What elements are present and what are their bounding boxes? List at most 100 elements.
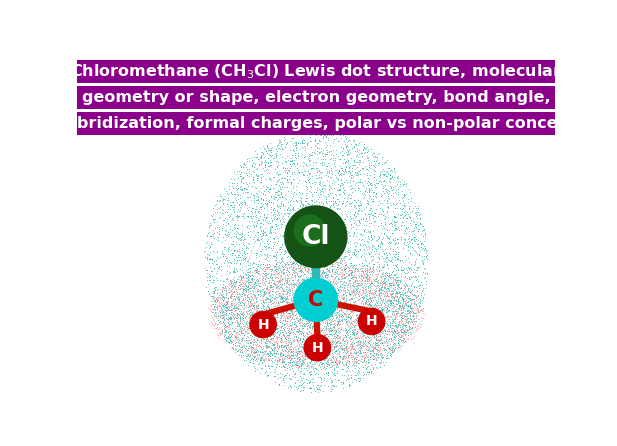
Point [305,324,315,331]
Point [273,298,283,306]
Point [312,347,321,354]
Point [273,293,283,301]
Point [316,269,326,276]
Point [263,271,273,278]
Point [257,312,267,319]
Point [225,178,234,185]
Point [247,341,257,348]
Point [415,237,425,244]
Point [257,306,267,314]
Point [337,345,347,352]
Point [241,334,251,341]
Point [265,257,275,264]
Point [389,302,399,309]
Point [203,287,213,294]
Point [289,188,299,195]
Point [235,320,245,327]
Point [355,157,365,164]
Point [402,269,412,277]
Point [290,318,300,325]
Point [291,355,300,362]
Point [381,338,391,345]
Point [334,312,344,319]
Point [333,260,343,267]
Point [375,240,385,248]
Point [233,313,243,320]
Point [238,190,248,197]
Point [329,291,339,298]
Point [317,258,326,265]
Point [391,219,401,226]
Point [339,353,349,360]
Point [312,212,322,219]
Point [227,308,237,315]
Point [365,316,375,323]
Point [352,171,362,178]
Point [249,303,259,310]
Point [350,349,360,356]
Point [356,310,366,318]
Point [369,308,379,315]
Point [291,324,301,331]
Point [278,215,288,222]
Point [303,231,313,238]
Point [280,211,289,218]
Point [340,186,350,194]
Point [336,286,346,293]
Point [317,318,327,325]
Point [240,281,250,289]
Point [295,293,305,300]
Point [397,328,407,335]
Point [334,358,344,365]
Point [333,296,343,303]
Point [234,296,244,303]
Point [210,298,220,305]
Point [323,337,333,344]
Point [252,185,262,192]
Point [296,261,306,268]
Point [339,138,349,145]
Point [329,262,339,269]
Point [215,229,225,236]
Point [228,280,238,287]
Point [249,178,259,186]
Point [235,314,245,321]
Point [402,292,412,299]
Point [311,322,321,329]
Point [370,289,379,297]
Point [298,223,308,230]
Point [251,313,261,320]
Point [362,273,372,280]
Point [395,278,405,285]
Point [275,281,285,288]
Point [244,314,254,321]
Point [385,282,395,289]
Point [352,339,362,346]
Point [350,161,360,169]
Point [287,236,297,244]
Point [218,301,228,308]
Point [329,267,339,274]
Point [218,196,228,203]
Point [368,353,378,360]
Point [375,169,385,176]
Point [349,358,359,365]
Point [379,288,389,295]
Point [280,321,289,328]
Point [264,198,274,206]
Point [392,329,402,336]
Point [236,328,246,335]
Point [247,221,257,228]
Point [242,283,252,290]
Point [382,260,392,268]
Point [400,191,410,198]
Point [276,355,286,362]
Point [223,333,233,340]
Point [332,213,342,220]
Point [276,343,286,351]
Point [349,138,358,145]
Point [345,320,355,327]
Point [397,313,407,320]
Point [265,326,275,333]
Point [276,322,286,329]
